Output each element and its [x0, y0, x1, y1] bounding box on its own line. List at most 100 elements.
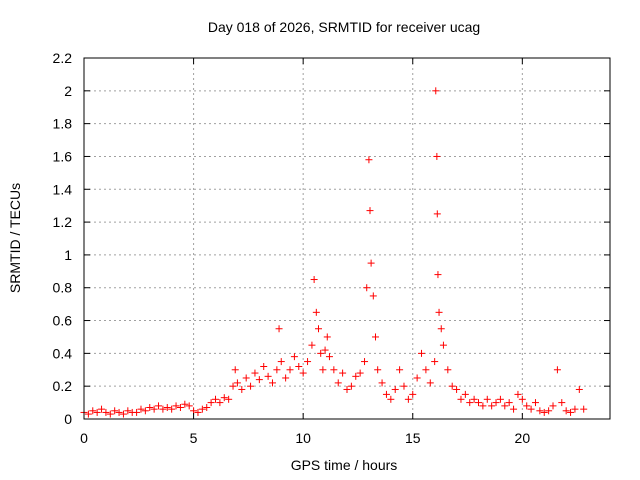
y-tick-label: 0.4 [53, 345, 73, 361]
data-point [363, 284, 371, 292]
data-point [225, 395, 233, 403]
data-point [84, 410, 92, 418]
data-point [312, 308, 320, 316]
y-tick-label: 2.2 [53, 50, 73, 66]
data-point [334, 379, 342, 387]
data-point [549, 402, 557, 410]
y-tick-label: 0 [64, 411, 72, 427]
data-point [361, 358, 369, 366]
data-point [505, 399, 513, 407]
data-point [251, 369, 259, 377]
data-point [273, 366, 281, 374]
data-point [432, 87, 440, 95]
data-point [540, 408, 548, 416]
data-point [321, 346, 329, 354]
data-point [466, 399, 474, 407]
y-tick-label: 1 [64, 247, 72, 263]
data-point [339, 369, 347, 377]
data-point [580, 405, 588, 413]
y-tick-label: 0.2 [53, 378, 73, 394]
data-point [470, 395, 478, 403]
data-point [562, 407, 570, 415]
y-tick-label: 0.6 [53, 313, 73, 329]
data-point [255, 376, 263, 384]
data-point [426, 379, 434, 387]
data-point [510, 405, 518, 413]
data-point [343, 385, 351, 393]
data-point [374, 366, 382, 374]
data-point [448, 382, 456, 390]
data-point [391, 385, 399, 393]
data-point [308, 341, 316, 349]
data-point [207, 399, 215, 407]
data-point [141, 407, 149, 415]
data-point [119, 410, 127, 418]
data-point [325, 353, 333, 361]
y-axis-label: SRMTID / TECUs [7, 183, 23, 293]
data-point [238, 385, 246, 393]
data-point [409, 390, 417, 398]
data-point [531, 399, 539, 407]
data-point [433, 152, 441, 160]
data-point [106, 410, 114, 418]
x-tick-label: 0 [80, 430, 88, 446]
data-point [356, 369, 364, 377]
data-point [260, 362, 268, 370]
data-point [295, 362, 303, 370]
data-point [176, 404, 184, 412]
data-point [378, 379, 386, 387]
data-point [216, 399, 224, 407]
data-point [146, 404, 154, 412]
data-point [571, 405, 579, 413]
data-point [194, 408, 202, 416]
data-point [439, 341, 447, 349]
data-point [536, 407, 544, 415]
data-point [437, 325, 445, 333]
data-point [299, 369, 307, 377]
data-point [150, 405, 158, 413]
data-point [492, 399, 500, 407]
data-point [514, 390, 522, 398]
data-point [168, 405, 176, 413]
chart-title: Day 018 of 2026, SRMTID for receiver uca… [208, 19, 480, 35]
y-tick-label: 2 [64, 83, 72, 99]
x-tick-label: 10 [295, 430, 311, 446]
data-point [93, 408, 101, 416]
data-point [404, 395, 412, 403]
y-tick-label: 1.8 [53, 116, 73, 132]
data-point [233, 379, 241, 387]
data-point [523, 402, 531, 410]
data-point [317, 349, 325, 357]
data-point [575, 385, 583, 393]
data-point [483, 395, 491, 403]
data-point [457, 395, 465, 403]
data-point [315, 325, 323, 333]
data-point [518, 395, 526, 403]
x-tick-label: 5 [190, 430, 198, 446]
data-point [400, 382, 408, 390]
data-point [496, 395, 504, 403]
x-tick-label: 20 [515, 430, 531, 446]
data-point [434, 271, 442, 279]
y-tick-label: 1.6 [53, 148, 73, 164]
data-point [453, 385, 461, 393]
data-point [286, 366, 294, 374]
x-axis-label: GPS time / hours [291, 457, 398, 473]
data-point [137, 405, 145, 413]
data-point [268, 379, 276, 387]
data-point [553, 366, 561, 374]
data-point [155, 402, 163, 410]
plot-frame [83, 57, 611, 420]
data-point [319, 366, 327, 374]
data-point [304, 358, 312, 366]
data-point [282, 374, 290, 382]
data-point [203, 404, 211, 412]
data-point [431, 358, 439, 366]
data-point [413, 374, 421, 382]
data-point [181, 400, 189, 408]
data-point [567, 408, 575, 416]
data-point [488, 402, 496, 410]
data-point [558, 399, 566, 407]
